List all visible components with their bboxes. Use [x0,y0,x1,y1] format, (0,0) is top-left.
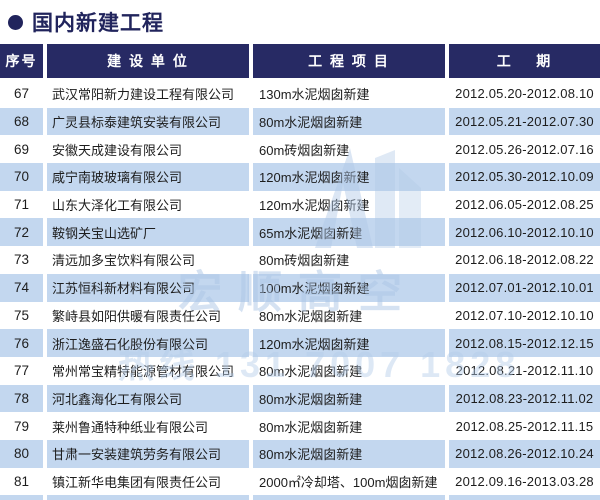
period-cell: 2012.08.23-2012.11.02 [449,384,600,413]
project-cell: 100m水泥烟囱新建 [253,273,445,302]
row-serial-cell: 74 [0,273,43,302]
project-cell: 80m砖烟囱新建 [253,246,445,274]
table-row: 72 鞍钢关宝山选矿厂 65m水泥烟囱新建 2012.06.10-2012.10… [0,218,600,247]
period-cell [449,495,600,500]
company-cell: 清远加多宝饮料有限公司 [47,246,249,274]
period-cell: 2012.06.05-2012.08.25 [449,190,600,219]
table-row: 77 常州常宝精特能源管材有限公司 80m水泥烟囱新建 2012.08.21-2… [0,356,600,385]
table-row: 76 浙江逸盛石化股份有限公司 120m水泥烟囱新建 2012.08.15-20… [0,329,600,357]
table-row: 73 清远加多宝饮料有限公司 80m砖烟囱新建 2012.06.18-2012.… [0,246,600,274]
row-serial-cell: 73 [0,246,43,274]
table-row: 80 甘肃一安装建筑劳务有限公司 80m水泥烟囱新建 2012.08.26-20… [0,439,600,468]
company-cell: 甘肃一安装建筑劳务有限公司 [47,439,249,468]
table-body: 67 武汉常阳新力建设工程有限公司 130m水泥烟囱新建 2012.05.20-… [0,80,600,500]
table-row: 71 山东大泽化工有限公司 120m水泥烟囱新建 2012.06.05-2012… [0,190,600,219]
row-serial-cell: 81 [0,467,43,496]
header-company: 建 设 单 位 [47,44,249,78]
project-cell: 80m水泥烟囱新建 [253,439,445,468]
project-cell: 65m水泥烟囱新建 [253,218,445,247]
table-row: 78 河北鑫海化工有限公司 80m水泥烟囱新建 2012.08.23-2012.… [0,384,600,413]
company-cell: 常州常宝精特能源管材有限公司 [47,356,249,385]
header-serial: 序号 [0,44,43,78]
table-row: 75 繁峙县如阳供暖有限责任公司 80m水泥烟囱新建 2012.07.10-20… [0,301,600,330]
company-cell: 山东大泽化工有限公司 [47,190,249,219]
row-serial-cell: 70 [0,163,43,191]
company-cell: 武汉常阳新力建设工程有限公司 [47,80,249,108]
row-serial-cell: 72 [0,218,43,247]
table-row: 69 安徽天成建设有限公司 60m砖烟囱新建 2012.05.26-2012.0… [0,135,600,164]
company-cell: 鞍钢关宝山选矿厂 [47,218,249,247]
company-cell: 繁峙县如阳供暖有限责任公司 [47,301,249,330]
table-row: 74 江苏恒科新材料有限公司 100m水泥烟囱新建 2012.07.01-201… [0,273,600,302]
company-cell: 咸宁南玻玻璃有限公司 [47,163,249,191]
period-cell: 2012.05.20-2012.08.10 [449,80,600,108]
project-cell: 60m砖烟囱新建 [253,135,445,164]
row-serial-cell: 78 [0,384,43,413]
row-serial-cell: 77 [0,356,43,385]
period-cell: 2012.08.26-2012.10.24 [449,439,600,468]
table-row: 68 广灵县标泰建筑安装有限公司 80m水泥烟囱新建 2012.05.21-20… [0,107,600,136]
table-row [0,495,600,500]
table-row: 81 镇江新华电集团有限责任公司 2000㎡冷却塔、100m烟囱新建 2012.… [0,467,600,496]
period-cell: 2012.05.30-2012.10.09 [449,163,600,191]
period-cell: 2012.06.18-2012.08.22 [449,246,600,274]
period-cell: 2012.09.16-2013.03.28 [449,467,600,496]
row-serial-cell: 67 [0,80,43,108]
period-cell: 2012.07.10-2012.10.10 [449,301,600,330]
header-period: 工 期 [449,44,600,78]
project-cell: 80m水泥烟囱新建 [253,412,445,440]
period-cell: 2012.08.21-2012.11.10 [449,356,600,385]
company-cell: 广灵县标泰建筑安装有限公司 [47,107,249,136]
table-row: 70 咸宁南玻玻璃有限公司 120m水泥烟囱新建 2012.05.30-2012… [0,163,600,191]
project-cell: 120m水泥烟囱新建 [253,190,445,219]
period-cell: 2012.08.25-2012.11.15 [449,412,600,440]
page-title: 国内新建工程 [32,12,164,35]
row-serial-cell: 69 [0,135,43,164]
company-cell: 江苏恒科新材料有限公司 [47,273,249,302]
company-cell: 莱州鲁通特种纸业有限公司 [47,412,249,440]
project-cell: 120m水泥烟囱新建 [253,163,445,191]
row-serial-cell: 79 [0,412,43,440]
row-serial-cell: 71 [0,190,43,219]
company-cell [47,495,249,500]
company-cell: 镇江新华电集团有限责任公司 [47,467,249,496]
project-cell: 80m水泥烟囱新建 [253,107,445,136]
project-cell: 80m水泥烟囱新建 [253,356,445,385]
project-cell: 80m水泥烟囱新建 [253,384,445,413]
period-cell: 2012.08.15-2012.12.15 [449,329,600,357]
bullet-icon [8,14,23,30]
table-row: 79 莱州鲁通特种纸业有限公司 80m水泥烟囱新建 2012.08.25-201… [0,412,600,440]
row-serial-cell: 68 [0,107,43,136]
row-serial-cell: 76 [0,329,43,357]
row-serial-cell [0,495,43,500]
section-title-row: 国内新建工程 [0,0,600,44]
project-cell: 120m水泥烟囱新建 [253,329,445,357]
row-serial-cell: 75 [0,301,43,330]
project-cell: 130m水泥烟囱新建 [253,80,445,108]
period-cell: 2012.05.26-2012.07.16 [449,135,600,164]
period-cell: 2012.05.21-2012.07.30 [449,107,600,136]
company-cell: 河北鑫海化工有限公司 [47,384,249,413]
table-header: 序号 建 设 单 位 工 程 项 目 工 期 [0,44,600,78]
period-cell: 2012.07.01-2012.10.01 [449,273,600,302]
row-serial-cell: 80 [0,439,43,468]
project-cell: 80m水泥烟囱新建 [253,301,445,330]
company-cell: 浙江逸盛石化股份有限公司 [47,329,249,357]
period-cell: 2012.06.10-2012.10.10 [449,218,600,247]
company-cell: 安徽天成建设有限公司 [47,135,249,164]
project-cell: 2000㎡冷却塔、100m烟囱新建 [253,467,445,496]
table-row: 67 武汉常阳新力建设工程有限公司 130m水泥烟囱新建 2012.05.20-… [0,80,600,108]
header-project: 工 程 项 目 [253,44,445,78]
project-cell [253,495,445,500]
